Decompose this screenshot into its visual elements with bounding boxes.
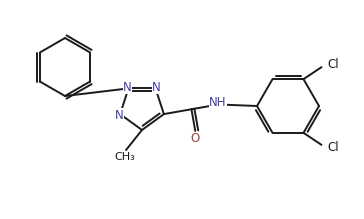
Text: N: N: [115, 109, 123, 122]
Text: N: N: [123, 81, 132, 94]
Text: N: N: [152, 81, 161, 94]
Text: NH: NH: [209, 96, 227, 109]
Text: Cl: Cl: [328, 58, 339, 71]
Text: O: O: [191, 132, 200, 145]
Text: Cl: Cl: [328, 141, 339, 154]
Text: CH₃: CH₃: [115, 152, 135, 162]
